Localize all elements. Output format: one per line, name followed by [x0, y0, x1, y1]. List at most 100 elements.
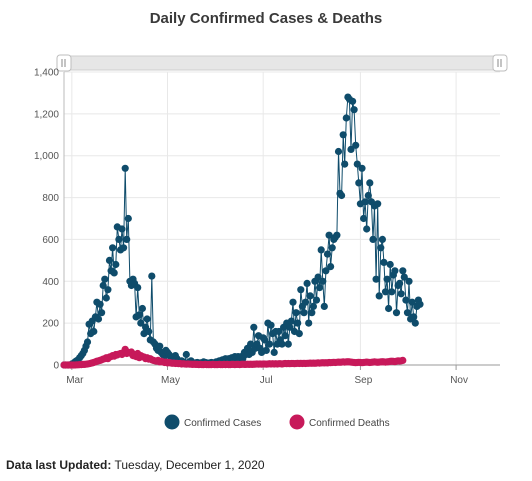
data-point-cases[interactable] — [118, 225, 126, 233]
data-point-cases[interactable] — [94, 315, 103, 323]
range-slider-track[interactable] — [63, 55, 501, 71]
data-point-cases[interactable] — [295, 330, 303, 338]
data-point-cases[interactable] — [301, 298, 310, 306]
data-point-cases[interactable] — [319, 277, 327, 285]
range-slider-handle-left[interactable] — [56, 54, 72, 72]
data-point-cases[interactable] — [385, 304, 393, 313]
data-point-cases[interactable] — [281, 332, 289, 340]
data-point-cases[interactable] — [391, 267, 399, 275]
data-point-cases[interactable] — [124, 214, 132, 223]
data-point-cases[interactable] — [309, 302, 317, 310]
data-point-cases[interactable] — [292, 309, 300, 317]
data-point-cases[interactable] — [366, 179, 374, 187]
data-point-cases[interactable] — [120, 244, 128, 252]
data-point-cases[interactable] — [98, 309, 106, 317]
data-point-cases[interactable] — [267, 321, 275, 329]
data-point-cases[interactable] — [383, 275, 391, 283]
data-point-cases[interactable] — [102, 294, 110, 302]
data-point-cases[interactable] — [83, 338, 92, 346]
data-point-cases[interactable] — [347, 145, 355, 153]
data-point-cases[interactable] — [353, 160, 361, 168]
data-point-cases[interactable] — [90, 327, 98, 336]
data-point-cases[interactable] — [400, 273, 408, 281]
legend-item-deaths[interactable]: Confirmed Deaths — [289, 414, 390, 430]
data-point-cases[interactable] — [289, 298, 297, 306]
range-slider[interactable] — [56, 54, 508, 72]
data-point-cases[interactable] — [388, 288, 396, 296]
data-point-cases[interactable] — [375, 292, 383, 300]
data-point-cases[interactable] — [123, 235, 131, 243]
data-point-cases[interactable] — [386, 260, 394, 269]
data-point-cases[interactable] — [317, 246, 325, 254]
data-point-cases[interactable] — [247, 340, 255, 348]
data-point-cases[interactable] — [312, 296, 321, 304]
data-point-cases[interactable] — [261, 336, 269, 344]
data-point-cases[interactable] — [294, 319, 302, 327]
data-point-cases[interactable] — [275, 327, 283, 336]
data-point-cases[interactable] — [104, 286, 112, 294]
data-point-cases[interactable] — [316, 284, 324, 292]
data-point-cases[interactable] — [411, 319, 419, 327]
data-point-cases[interactable] — [135, 311, 143, 319]
data-point-cases[interactable] — [350, 106, 358, 114]
range-slider-handle-right[interactable] — [492, 54, 508, 72]
data-point-cases[interactable] — [308, 309, 316, 317]
data-point-cases[interactable] — [287, 317, 295, 325]
data-point-cases[interactable] — [314, 273, 322, 281]
data-point-cases[interactable] — [265, 340, 274, 348]
data-point-cases[interactable] — [396, 279, 404, 287]
data-point-cases[interactable] — [341, 160, 349, 168]
data-point-cases[interactable] — [402, 296, 410, 304]
data-point-cases[interactable] — [352, 141, 360, 149]
data-point-cases[interactable] — [145, 327, 153, 336]
data-point-cases[interactable] — [96, 300, 104, 308]
data-point-cases[interactable] — [300, 309, 308, 317]
data-point-cases[interactable] — [378, 235, 386, 243]
data-point-cases[interactable] — [303, 279, 311, 287]
data-point-cases[interactable] — [134, 284, 142, 292]
data-point-cases[interactable] — [284, 340, 292, 348]
data-point-cases[interactable] — [305, 319, 313, 327]
data-point-cases[interactable] — [360, 214, 368, 223]
data-point-cases[interactable] — [99, 281, 107, 290]
data-point-cases[interactable] — [408, 298, 416, 306]
data-point-cases[interactable] — [325, 231, 333, 239]
data-point-cases[interactable] — [416, 300, 424, 308]
data-point-cases[interactable] — [381, 288, 390, 296]
data-point-cases[interactable] — [334, 147, 343, 156]
data-point-cases[interactable] — [112, 260, 120, 269]
data-point-cases[interactable] — [297, 286, 305, 294]
data-point-cases[interactable] — [361, 198, 369, 206]
data-point-cases[interactable] — [250, 323, 258, 331]
data-point-cases[interactable] — [392, 309, 401, 317]
data-point-cases[interactable] — [372, 275, 380, 283]
data-point-cases[interactable] — [182, 350, 190, 359]
data-point-cases[interactable] — [156, 342, 164, 350]
data-point-cases[interactable] — [270, 348, 278, 356]
data-point-cases[interactable] — [327, 263, 335, 271]
data-point-cases[interactable] — [105, 256, 114, 264]
data-point-cases[interactable] — [322, 267, 330, 275]
data-point-cases[interactable] — [110, 269, 118, 277]
data-point-cases[interactable] — [342, 114, 350, 122]
data-point-cases[interactable] — [355, 179, 363, 187]
data-point-cases[interactable] — [262, 346, 270, 354]
data-point-cases[interactable] — [138, 304, 146, 313]
data-point-cases[interactable] — [137, 319, 145, 327]
data-point-cases[interactable] — [286, 323, 294, 331]
data-point-cases[interactable] — [121, 164, 129, 172]
data-point-cases[interactable] — [399, 267, 407, 275]
data-point-cases[interactable] — [369, 235, 377, 243]
legend-item-cases[interactable]: Confirmed Cases — [164, 414, 262, 430]
data-point-cases[interactable] — [380, 258, 388, 266]
data-point-cases[interactable] — [101, 275, 109, 283]
data-point-cases[interactable] — [333, 231, 341, 239]
data-point-cases[interactable] — [278, 340, 286, 348]
data-point-cases[interactable] — [143, 315, 151, 323]
data-point-cases[interactable] — [397, 290, 405, 298]
data-point-cases[interactable] — [328, 244, 336, 252]
data-point-cases[interactable] — [405, 277, 413, 285]
data-point-cases[interactable] — [358, 164, 366, 172]
data-point-cases[interactable] — [349, 97, 357, 105]
data-point-cases[interactable] — [323, 250, 332, 258]
